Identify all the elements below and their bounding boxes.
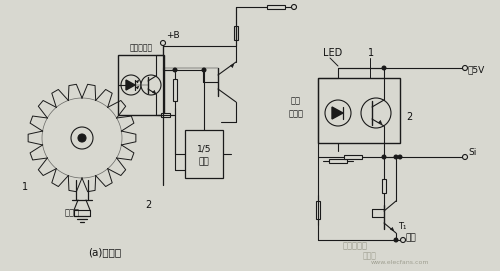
Text: 电子发烧友: 电子发烧友 bbox=[342, 241, 367, 250]
Text: 耦合器: 耦合器 bbox=[288, 109, 304, 118]
Circle shape bbox=[202, 68, 206, 72]
Circle shape bbox=[382, 155, 386, 159]
Circle shape bbox=[173, 68, 177, 72]
Text: 1/5: 1/5 bbox=[197, 144, 211, 153]
Text: 分频: 分频 bbox=[198, 157, 209, 166]
Polygon shape bbox=[126, 80, 135, 90]
Bar bbox=[161, 113, 170, 117]
Circle shape bbox=[398, 155, 402, 159]
Bar bbox=[382, 179, 386, 193]
Text: 电路图: 电路图 bbox=[363, 251, 377, 260]
Circle shape bbox=[160, 40, 166, 46]
Text: +B: +B bbox=[166, 31, 179, 40]
Text: 约5V: 约5V bbox=[468, 66, 485, 75]
Circle shape bbox=[400, 237, 406, 243]
Bar bbox=[344, 155, 362, 159]
Bar bbox=[329, 159, 347, 163]
Circle shape bbox=[382, 66, 386, 70]
Text: T₁: T₁ bbox=[398, 222, 406, 231]
Text: (a)示意图: (a)示意图 bbox=[88, 247, 122, 257]
Circle shape bbox=[462, 66, 468, 70]
Text: 1: 1 bbox=[368, 48, 374, 58]
Text: Si: Si bbox=[468, 148, 476, 157]
Text: 接地: 接地 bbox=[406, 234, 417, 243]
Text: 2: 2 bbox=[145, 200, 151, 210]
Circle shape bbox=[141, 75, 161, 95]
Bar bbox=[318, 78, 400, 143]
Text: www.elecfans.com: www.elecfans.com bbox=[371, 260, 429, 265]
Polygon shape bbox=[332, 107, 343, 119]
Bar bbox=[316, 201, 320, 219]
Bar bbox=[234, 26, 238, 40]
Text: 驱动轴: 驱动轴 bbox=[64, 208, 80, 217]
Bar bbox=[267, 5, 285, 9]
Circle shape bbox=[78, 134, 86, 142]
Circle shape bbox=[361, 98, 391, 128]
Circle shape bbox=[462, 154, 468, 160]
Text: LED: LED bbox=[323, 48, 342, 58]
Text: 1: 1 bbox=[22, 182, 28, 192]
Circle shape bbox=[325, 100, 351, 126]
Bar bbox=[118, 55, 164, 115]
Text: 光电: 光电 bbox=[291, 96, 301, 105]
Text: 光电耦合器: 光电耦合器 bbox=[130, 43, 152, 52]
Text: 2: 2 bbox=[406, 112, 412, 122]
Circle shape bbox=[121, 75, 141, 95]
Circle shape bbox=[394, 155, 398, 159]
Circle shape bbox=[394, 238, 398, 242]
Bar bbox=[185, 130, 223, 178]
Circle shape bbox=[292, 5, 296, 9]
Bar bbox=[173, 79, 177, 101]
